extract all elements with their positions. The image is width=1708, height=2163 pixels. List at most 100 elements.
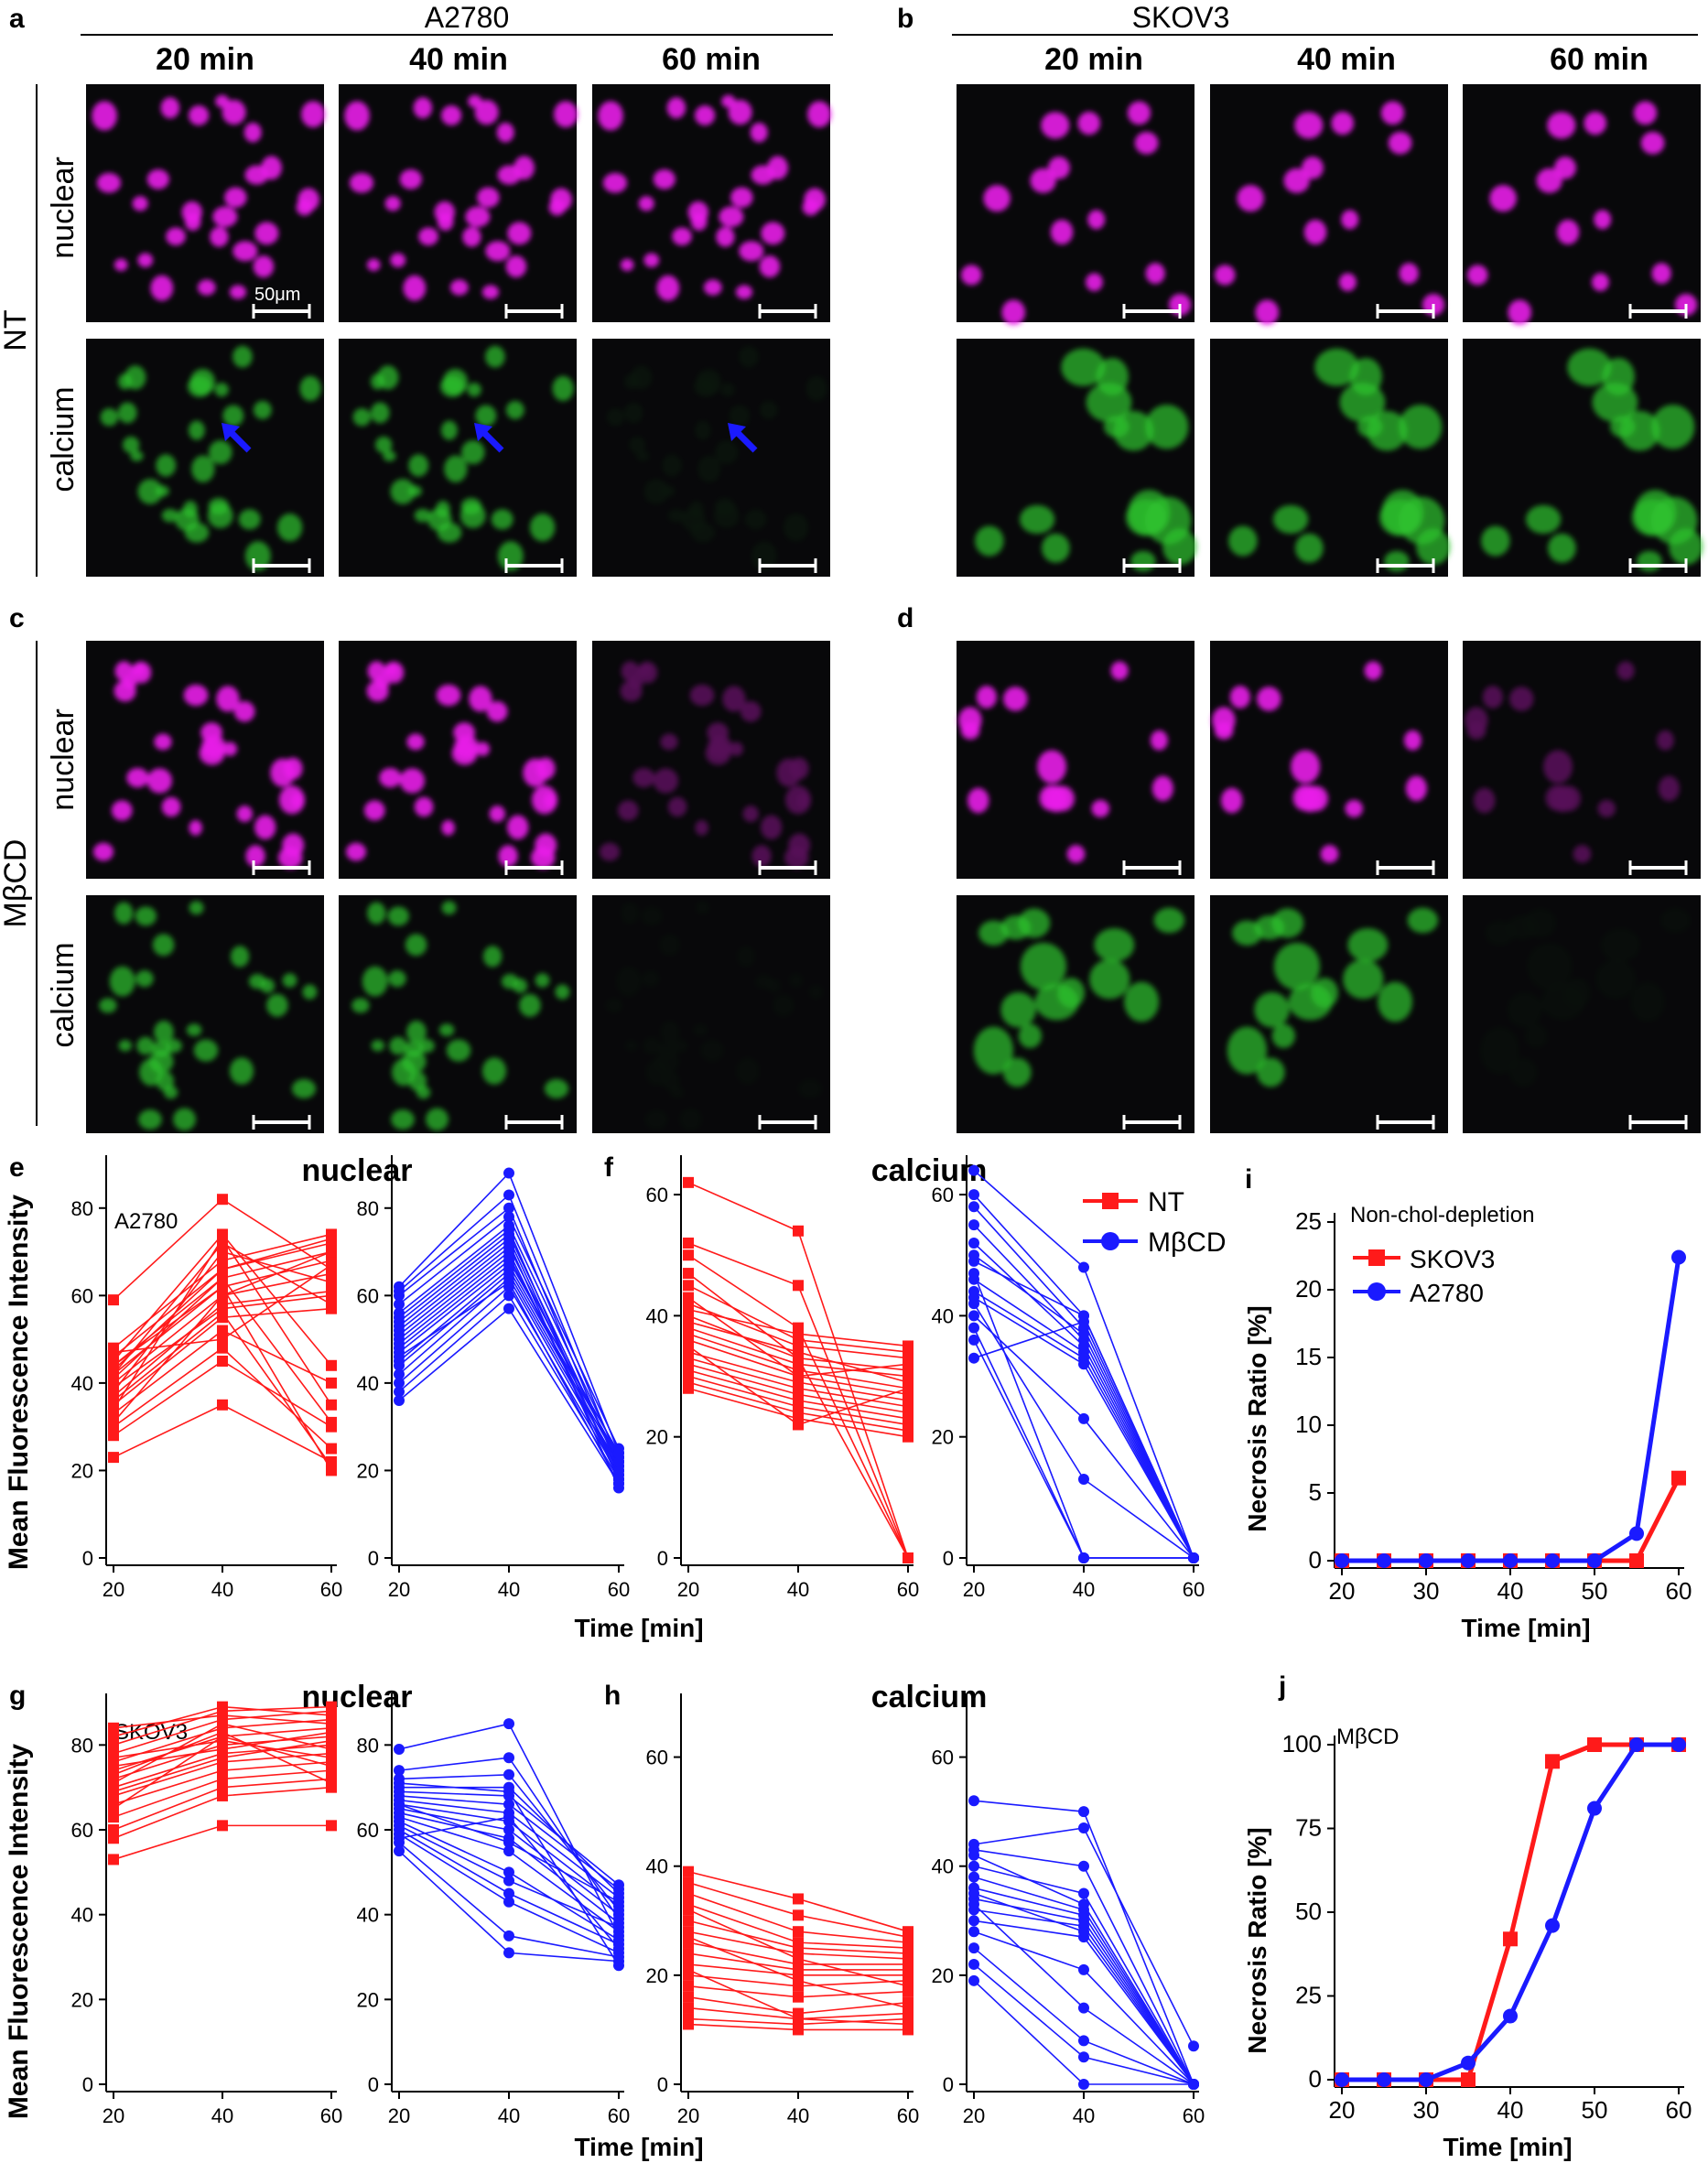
arrow-icon [474, 423, 504, 453]
data-point [1377, 2072, 1391, 2087]
legend-cell-lines: SKOV3 A2780 [1353, 1245, 1495, 1307]
data-point [1419, 1553, 1433, 1568]
data-point [217, 1281, 228, 1292]
data-point [503, 1303, 514, 1314]
data-point [793, 1328, 804, 1340]
data-point [1419, 2072, 1433, 2087]
data-point [108, 1403, 119, 1415]
data-point [1078, 1552, 1089, 1563]
data-point [394, 1368, 405, 1380]
y-tick-label: 15 [1295, 1343, 1322, 1370]
x-tick-label: 60 [897, 1578, 919, 1601]
data-point [326, 1416, 337, 1428]
chart-sub-j: MβCD [1336, 1725, 1399, 1749]
x-tick-label: 60 [1183, 2104, 1205, 2127]
x-axis-label-e: Time [min] [574, 1614, 703, 1642]
data-point [1671, 1249, 1686, 1265]
chart-sub-e: A2780 [114, 1209, 178, 1234]
data-point [394, 1312, 405, 1324]
data-point [217, 1726, 228, 1738]
data-point [903, 1552, 913, 1563]
data-point [1078, 1316, 1089, 1327]
y-tick-label: 0 [82, 2073, 93, 2096]
data-point [503, 1799, 514, 1811]
data-point [503, 1202, 514, 1214]
x-tick-label: 40 [1497, 2096, 1524, 2124]
micrograph-calcium-1-5 [1463, 339, 1703, 577]
data-point [394, 1845, 405, 1857]
data-point [1188, 1552, 1199, 1563]
data-point [968, 1915, 979, 1927]
data-point [217, 1743, 228, 1755]
series-line-A2780 [1342, 1257, 1681, 1563]
data-point [326, 1718, 337, 1730]
data-point [108, 1739, 119, 1751]
data-point [613, 1942, 624, 1954]
chart-e-mbcd: 0 20 40 60 80 20 40 60 [357, 1155, 630, 1601]
data-point [613, 1887, 624, 1899]
data-point [394, 1743, 405, 1755]
data-point [394, 1765, 405, 1777]
micrograph-calcium-3-2 [592, 895, 830, 1133]
data-point [683, 1280, 694, 1292]
panel-letter-j: j [1278, 1671, 1286, 1702]
data-point [968, 1795, 979, 1807]
y-tick-label: 20 [357, 1459, 379, 1482]
data-point [683, 1915, 694, 1927]
data-point [503, 1947, 514, 1959]
data-point [1078, 2051, 1089, 2063]
panel-letter-e: e [9, 1152, 25, 1183]
legend-skov3-label: SKOV3 [1410, 1245, 1495, 1273]
panel-letter-h: h [604, 1681, 621, 1711]
cell-line-skov3-header: SKOV3 [1132, 1, 1230, 34]
data-point [217, 1718, 228, 1730]
data-point [108, 1373, 119, 1385]
data-point [1335, 2072, 1349, 2087]
data-point [1078, 1926, 1089, 1938]
data-point [217, 1781, 228, 1793]
data-point [683, 1866, 694, 1877]
data-point [968, 1201, 979, 1213]
data-point [1545, 1754, 1560, 1769]
data-point [793, 1370, 804, 1382]
legend-nt-label: NT [1148, 1187, 1184, 1217]
chart-g-mbcd: 0 20 40 60 80 20 40 60 [357, 1693, 630, 2127]
data-point [968, 1219, 979, 1231]
data-point [968, 1887, 979, 1899]
y-tick-label: 60 [646, 1184, 668, 1206]
data-point [108, 1802, 119, 1814]
data-point [217, 1325, 228, 1336]
micrograph-calcium-3-3 [957, 895, 1195, 1133]
data-point [394, 1778, 405, 1790]
legend-mbcd-marker [1101, 1232, 1119, 1250]
micrograph-calcium-1-3 [957, 339, 1197, 577]
x-tick-label: 20 [103, 2104, 124, 2127]
data-point [217, 1272, 228, 1284]
y-tick-label: 25 [1295, 1982, 1322, 2009]
data-point [217, 1255, 228, 1267]
series-line [973, 1260, 1195, 1559]
data-point [1078, 1806, 1089, 1818]
data-point [613, 1913, 624, 1925]
data-point [613, 1447, 624, 1459]
panel-letter-f: f [604, 1152, 614, 1183]
data-point [217, 1752, 228, 1764]
data-point [108, 1346, 119, 1358]
y-tick-label: 75 [1295, 1814, 1322, 1842]
data-point [503, 1812, 514, 1823]
data-point [108, 1294, 119, 1306]
data-point [613, 1960, 624, 1972]
x-tick-label: 20 [1329, 2096, 1356, 2124]
data-point [1545, 1918, 1560, 1933]
data-point [683, 1980, 694, 1992]
chart-sub-i: Non-chol-depletion [1350, 1203, 1534, 1228]
data-point [108, 1833, 119, 1844]
x-tick-label: 40 [787, 1578, 809, 1601]
y-tick-label: 10 [1295, 1411, 1322, 1438]
chart-title-g: nuclear [302, 1680, 413, 1714]
data-point [503, 1167, 514, 1179]
data-point [217, 1709, 228, 1721]
data-point [326, 1277, 337, 1288]
micrograph-nuclear-0-5 [1463, 84, 1701, 326]
